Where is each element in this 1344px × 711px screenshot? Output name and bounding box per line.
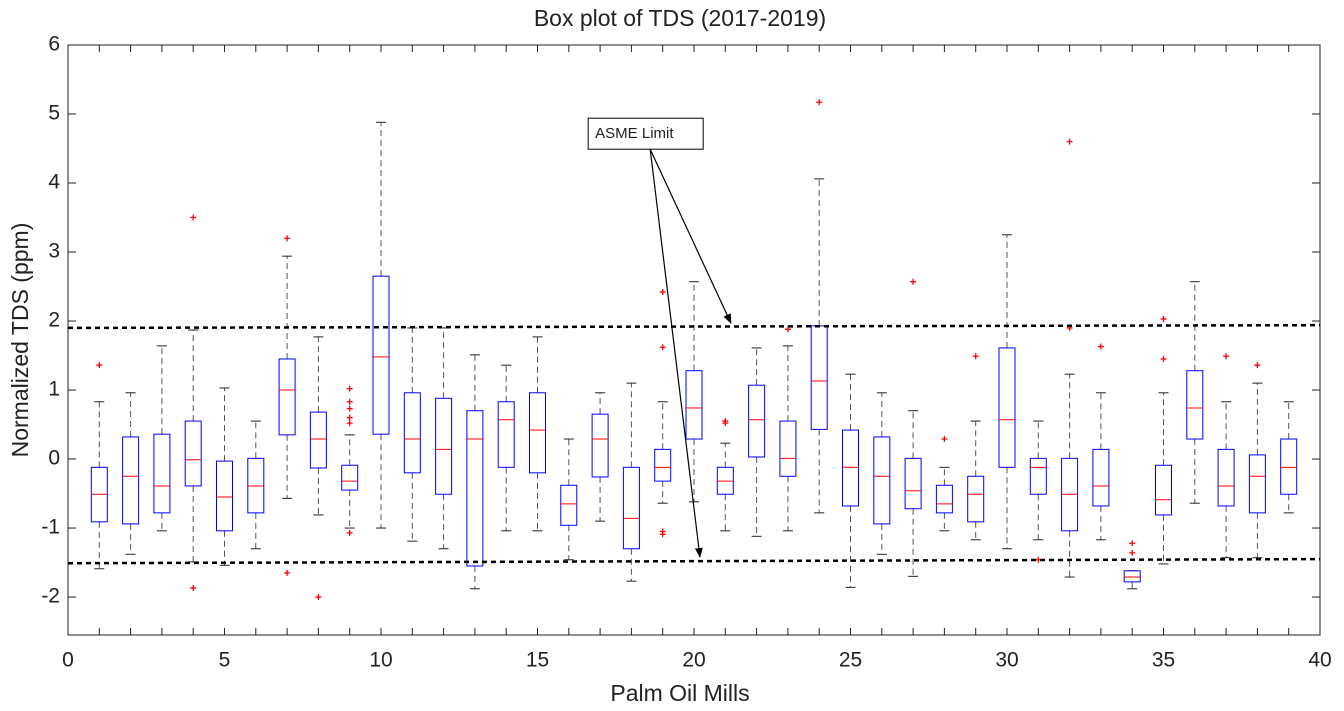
box [591,413,609,478]
box [341,464,359,491]
y-tick-label: 2 [48,309,60,332]
outlier [1129,540,1136,547]
box [873,436,891,525]
outlier [1160,315,1167,322]
outlier [910,278,917,285]
outlier [346,529,353,536]
x-tick-label: 15 [526,649,549,672]
y-tick-label: 5 [48,102,60,125]
box [497,401,515,468]
box [372,275,390,435]
outlier [346,420,353,427]
outlier [1223,353,1230,360]
box [967,475,985,523]
outlier [941,436,948,443]
x-axis-label: Palm Oil Mills [610,680,749,706]
x-tick-label: 10 [369,649,392,672]
y-tick-label: 3 [48,240,60,263]
outlier [722,420,729,427]
x-tick-label: 0 [62,649,74,672]
box [1217,448,1235,507]
outlier [1066,138,1073,145]
outlier [1160,355,1167,362]
x-tick-label: 20 [682,649,705,672]
x-tick-label: 40 [1308,649,1331,672]
box [435,397,453,495]
box [904,457,922,510]
outlier [659,531,666,538]
box [1155,464,1172,516]
outlier [190,214,197,221]
outlier [346,385,353,392]
outlier [346,414,353,421]
box [998,347,1016,468]
outlier [284,235,291,242]
annotation-arrow [649,149,703,559]
box [779,420,797,477]
x-tick-label: 35 [1152,649,1175,672]
box [685,370,703,440]
outlier [284,569,291,576]
box [216,460,233,532]
y-tick-label: 1 [48,378,60,401]
box [1092,448,1110,507]
outlier [96,362,103,369]
box [560,484,578,526]
box [153,433,171,514]
box [278,358,296,436]
y-tick-label: 4 [48,171,60,194]
outlier [190,585,197,592]
box [842,429,859,507]
box [935,484,953,514]
box [622,466,640,550]
outlier [816,99,823,106]
outlier [659,344,666,351]
outlier [315,594,322,601]
annotation-text: ASME Limit [595,125,674,142]
annotation-arrow [649,148,732,325]
x-tick-label: 25 [839,649,862,672]
y-tick-label: 6 [48,33,60,56]
y-tick-label: -2 [41,585,60,608]
annotation-box [587,117,704,150]
box [654,448,672,482]
box [1280,438,1298,495]
box [748,384,766,458]
outlier [1129,549,1136,556]
box [1029,457,1047,495]
box [529,392,546,474]
y-tick-label: -1 [41,516,60,539]
box [122,436,140,525]
outlier [972,353,979,360]
chart-title: Box plot of TDS (2017-2019) [534,5,826,31]
outlier [346,405,353,412]
limit-line [67,557,1321,565]
box [1248,454,1266,514]
outlier [659,289,666,296]
box [309,411,327,469]
box [184,420,202,487]
x-tick-label: 30 [995,649,1018,672]
y-axis-label: Normalized TDS (ppm) [7,223,33,458]
box [810,325,828,430]
outlier [1097,343,1104,350]
limit-line [67,323,1321,330]
box [403,392,421,474]
box [1123,570,1141,583]
box [466,410,484,567]
outlier [784,326,791,333]
y-tick-label: 0 [48,447,60,470]
box [1186,370,1204,440]
outlier [1254,362,1261,369]
outlier [346,398,353,405]
x-tick-label: 5 [219,649,231,672]
